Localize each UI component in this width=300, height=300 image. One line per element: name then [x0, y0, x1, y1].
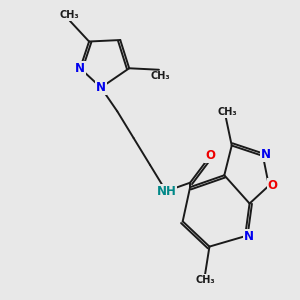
Text: O: O: [205, 149, 215, 162]
Text: CH₃: CH₃: [151, 71, 170, 81]
Text: N: N: [261, 148, 271, 161]
Text: N: N: [244, 230, 254, 243]
Text: CH₃: CH₃: [195, 275, 215, 285]
Text: CH₃: CH₃: [218, 107, 237, 117]
Text: NH: NH: [156, 185, 176, 198]
Text: N: N: [75, 62, 85, 75]
Text: N: N: [96, 81, 106, 94]
Text: CH₃: CH₃: [60, 11, 80, 20]
Text: O: O: [268, 179, 278, 192]
